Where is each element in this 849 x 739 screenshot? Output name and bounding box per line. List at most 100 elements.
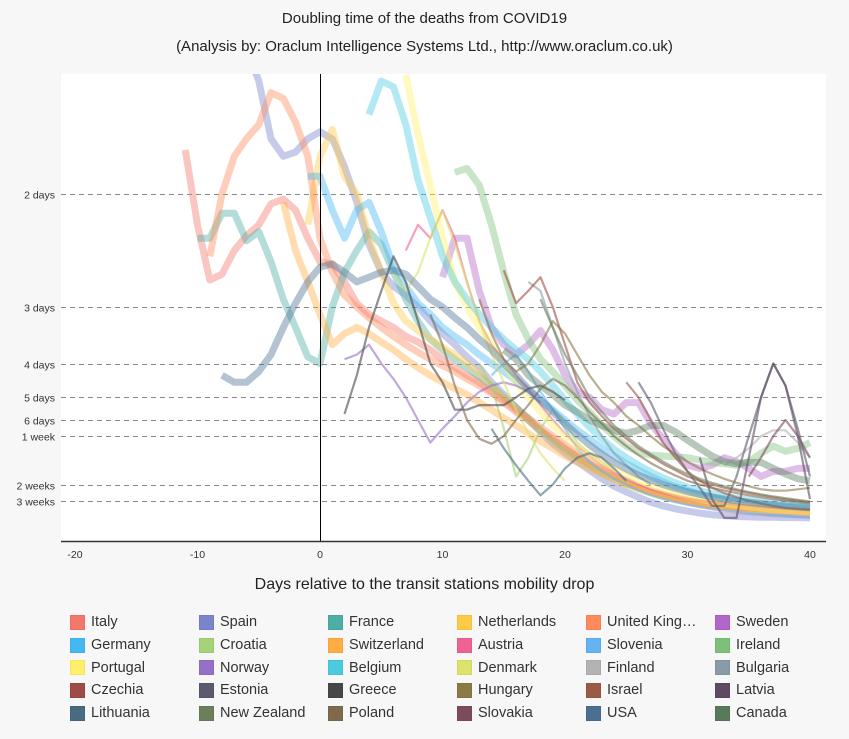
legend-item[interactable]: Hungary — [457, 679, 586, 702]
legend-item[interactable]: New Zealand — [199, 702, 328, 725]
series-line-portugal[interactable] — [402, 74, 811, 516]
legend-item[interactable]: Canada — [715, 702, 835, 725]
series-line-netherlands[interactable] — [304, 125, 811, 516]
series-line-norway[interactable] — [344, 343, 542, 444]
legend-label: Ireland — [736, 637, 781, 654]
y-axis: 2 days 3 days 4 days 5 days 6 days 1 week 2 we… — [16, 190, 55, 509]
series-line-canada[interactable] — [501, 347, 811, 485]
chart-subtitle: (Analysis by: Oraclum Intelligence Syste… — [176, 38, 673, 55]
legend-item[interactable]: Belgium — [328, 656, 457, 679]
legend-item[interactable]: Finland — [586, 656, 715, 679]
legend-item[interactable]: Bulgaria — [715, 656, 835, 679]
series-line-slovenia[interactable] — [490, 353, 811, 519]
legend-item[interactable]: Greece — [328, 679, 457, 702]
series-line-hungary[interactable] — [478, 298, 811, 492]
legend-swatch — [199, 614, 214, 630]
legend-swatch — [328, 637, 343, 653]
legend-swatch — [328, 660, 343, 676]
legend-swatch — [457, 660, 472, 676]
legend-item[interactable]: Netherlands — [457, 611, 586, 634]
legend-item[interactable]: Czechia — [70, 679, 199, 702]
legend-swatch — [199, 705, 214, 721]
y-tick-label: 2 days — [24, 190, 55, 202]
legend-item[interactable]: Switzerland — [328, 634, 457, 657]
legend-label: Lithuania — [91, 705, 150, 722]
legend-label: France — [349, 614, 395, 631]
legend-item[interactable]: United King… — [586, 611, 715, 634]
legend-item[interactable]: Germany — [70, 634, 199, 657]
legend-item[interactable]: Latvia — [715, 679, 835, 702]
legend-swatch — [70, 637, 85, 653]
series-line-israel[interactable] — [625, 381, 811, 511]
legend: Italy Spain France Netherlands United King… S… — [70, 611, 835, 724]
series-line-denmark[interactable] — [392, 209, 566, 482]
legend-swatch — [70, 614, 85, 630]
legend-item[interactable]: Norway — [199, 656, 328, 679]
legend-swatch — [586, 660, 601, 676]
x-tick-label: 10 — [437, 549, 449, 561]
series-line-sweden[interactable] — [439, 234, 811, 480]
series-line-ireland[interactable] — [453, 165, 812, 469]
legend-label: Austria — [478, 637, 524, 654]
legend-label: Belgium — [349, 659, 402, 676]
legend-item[interactable]: Slovakia — [457, 702, 586, 725]
legend-label: Hungary — [478, 682, 533, 699]
legend-swatch — [715, 705, 730, 721]
series-line-new-zealand[interactable] — [539, 298, 811, 503]
legend-swatch — [199, 682, 214, 698]
series-line-italy[interactable] — [181, 149, 811, 519]
legend-label: Italy — [91, 614, 118, 631]
legend-label: Croatia — [220, 637, 267, 654]
legend-label: New Zealand — [220, 705, 306, 722]
legend-label: Switzerland — [349, 637, 424, 654]
series-line-bulgaria[interactable] — [527, 281, 652, 486]
y-tick-label: 6 days — [24, 416, 55, 428]
legend-item[interactable]: Portugal — [70, 656, 199, 679]
y-tick-label: 5 days — [24, 393, 55, 405]
series-line-finland[interactable] — [723, 429, 811, 467]
legend-swatch — [328, 705, 343, 721]
legend-item[interactable]: Sweden — [715, 611, 835, 634]
legend-item[interactable]: USA — [586, 702, 715, 725]
series-line-spain[interactable] — [247, 49, 811, 522]
series-group — [181, 49, 812, 522]
y-tick-label: 3 weeks — [16, 497, 55, 509]
series-line-lithuania[interactable] — [490, 428, 628, 497]
legend-item[interactable]: Spain — [199, 611, 328, 634]
x-axis-label: Days relative to the transit stations mo… — [254, 576, 595, 593]
legend-label: Canada — [736, 705, 787, 722]
x-tick-label: 20 — [559, 549, 571, 561]
legend-swatch — [457, 682, 472, 698]
legend-item[interactable]: Denmark — [457, 656, 586, 679]
legend-item[interactable]: Estonia — [199, 679, 328, 702]
legend-label: Bulgaria — [736, 659, 790, 676]
series-line-slovakia[interactable] — [747, 418, 811, 478]
legend-swatch — [457, 705, 472, 721]
legend-swatch — [715, 660, 730, 676]
legend-item[interactable]: Croatia — [199, 634, 328, 657]
legend-item[interactable]: Israel — [586, 679, 715, 702]
x-tick-label: 0 — [317, 549, 323, 561]
legend-item[interactable]: Ireland — [715, 634, 835, 657]
legend-swatch — [715, 614, 730, 630]
y-tick-label: 1 week — [22, 432, 56, 444]
series-line-greece[interactable] — [343, 255, 566, 415]
legend-label: Greece — [349, 682, 397, 699]
legend-item[interactable]: Italy — [70, 611, 199, 634]
legend-item[interactable]: Lithuania — [70, 702, 199, 725]
legend-label: Latvia — [736, 682, 775, 699]
x-tick-label: -10 — [190, 549, 205, 561]
legend-item[interactable]: Poland — [328, 702, 457, 725]
series-line-latvia[interactable] — [698, 362, 812, 519]
legend-item[interactable]: Austria — [457, 634, 586, 657]
legend-swatch — [199, 660, 214, 676]
legend-item[interactable]: France — [328, 611, 457, 634]
series-line-france[interactable] — [197, 209, 811, 516]
legend-swatch — [715, 637, 730, 653]
series-line-poland[interactable] — [429, 313, 811, 505]
legend-label: Netherlands — [478, 614, 557, 631]
legend-label: Slovakia — [478, 705, 533, 722]
legend-item[interactable]: Slovenia — [586, 634, 715, 657]
legend-swatch — [70, 705, 85, 721]
y-tick-label: 4 days — [24, 360, 55, 372]
